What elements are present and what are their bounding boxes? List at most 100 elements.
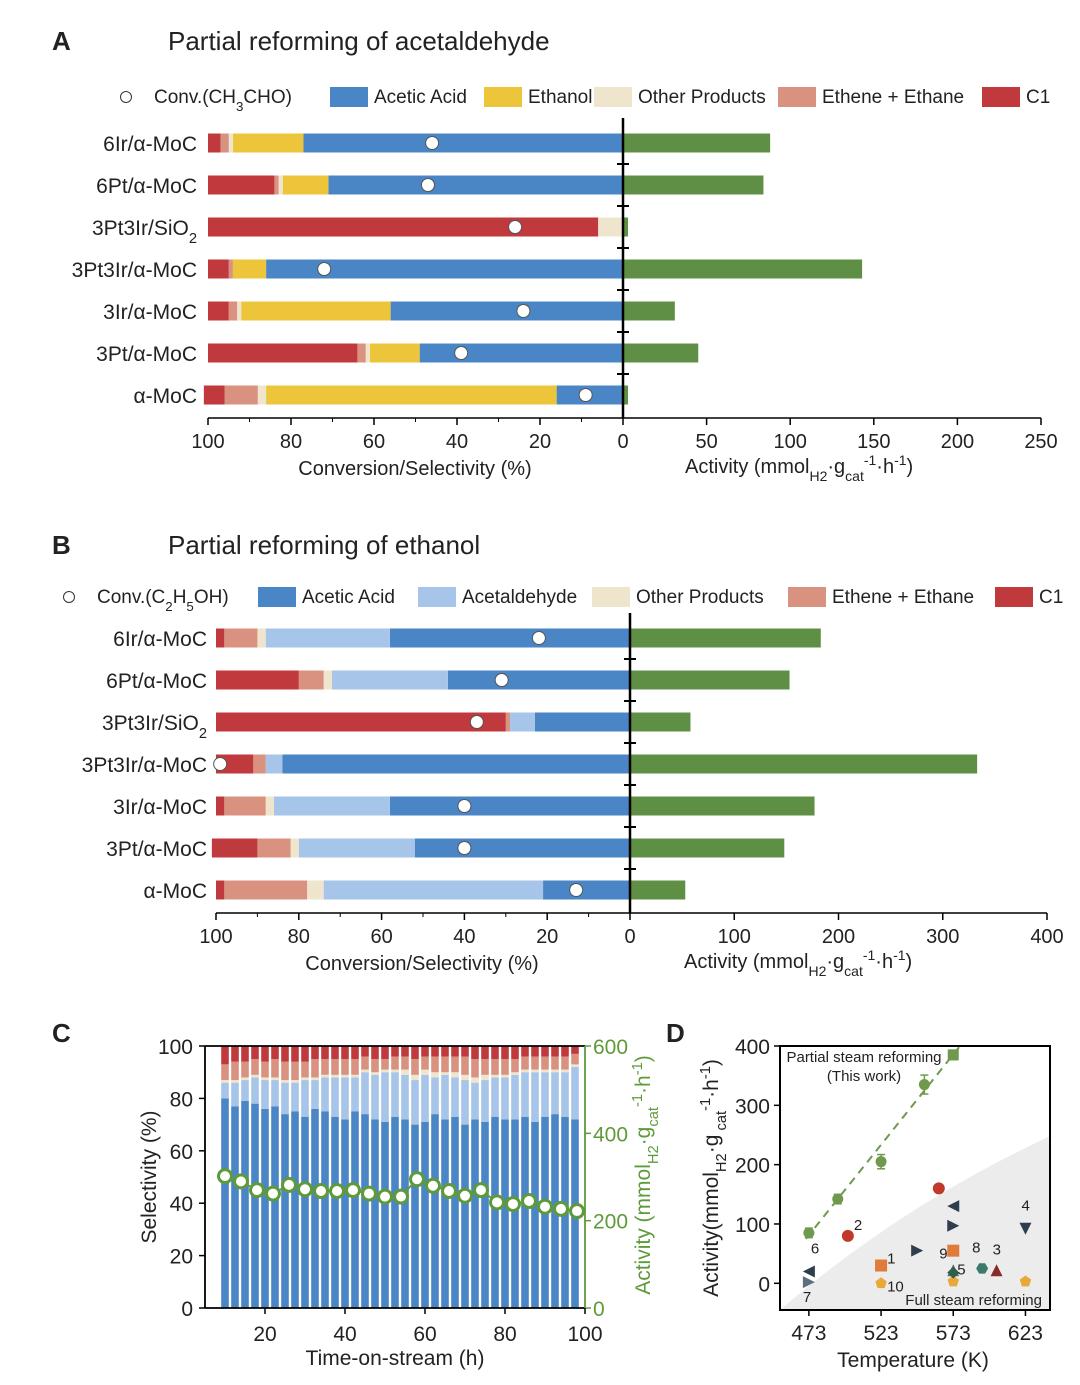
c-y-axis-label: Selectivity (%) (138, 1110, 161, 1243)
left-axis-label: Conversion/Selectivity (%) (305, 953, 538, 975)
stack-bar-acetic (261, 1108, 269, 1308)
x-tick-label: 80 (288, 926, 310, 948)
literature-point (947, 1244, 960, 1257)
legend-label-1: Acetic Acid (302, 587, 395, 608)
bar-segment-c1 (208, 175, 275, 195)
x-tick-label: 40 (453, 926, 475, 948)
bar-segment-ethene-ethane (253, 754, 266, 774)
d-y-axis-label-part: H2 (714, 1153, 730, 1172)
stack-bar-ethene (431, 1056, 439, 1073)
panel-label-B: B (52, 530, 71, 560)
activity-bar (623, 301, 675, 321)
stack-bar-other (511, 1072, 519, 1075)
activity-point (265, 1185, 281, 1202)
stack-bar-acetaldehyde (371, 1074, 379, 1120)
c-y2-axis-label-part: ·h (632, 1075, 655, 1094)
stack-bar-acetic (401, 1119, 409, 1308)
activity-bar (630, 838, 785, 858)
bar-segment-ethene-ethane (274, 175, 279, 195)
c-y2-axis-label-part: Activity (mmol (632, 1164, 655, 1295)
stack-bar-c1 (531, 1046, 539, 1057)
activity-point (473, 1182, 489, 1199)
x-tick-label: 100 (774, 431, 807, 453)
category-label: α-MoC (134, 385, 197, 408)
stack-bar-ethene (441, 1056, 449, 1073)
activity-point (249, 1182, 265, 1199)
stack-bar-ethene (391, 1056, 399, 1070)
legend-label-2: Acetaldehyde (462, 587, 577, 608)
stack-bar-acetaldehyde (221, 1082, 229, 1099)
stack-bar-acetic (341, 1119, 349, 1308)
stack-bar-ethene (311, 1059, 319, 1078)
literature-point (802, 1265, 815, 1278)
stack-bar-c1 (431, 1046, 439, 1057)
legend-conv-label-part: CHO) (243, 87, 292, 108)
category-label-part: 3Pt3Ir/α-MoC (72, 259, 197, 282)
panel-label-A: A (52, 26, 71, 56)
legend-conv-label-part: 3 (236, 99, 243, 114)
legend-swatch-2 (484, 87, 522, 107)
category-label-part: 6Ir/α-MoC (113, 628, 207, 651)
bar-segment-other-products (265, 796, 274, 816)
stack-bar-ethene (221, 1064, 229, 1081)
category-label-part: 3Ir/α-MoC (103, 301, 197, 324)
stack-bar-acetic (461, 1124, 469, 1308)
stack-bar-other (261, 1077, 269, 1081)
legend-conv-label-part: OH) (194, 587, 229, 608)
stack-bar-c1 (291, 1046, 299, 1062)
bar-segment-acetic-acid (282, 754, 630, 774)
activity-point (281, 1176, 297, 1193)
stack-bar-ethene (291, 1061, 299, 1081)
x-tick-label: 0 (617, 431, 628, 453)
bar-segment-ethene-ethane (228, 259, 233, 279)
right-axis-label-part: ·h (876, 456, 894, 478)
stack-bar-acetic (281, 1114, 289, 1308)
stack-bar-c1 (501, 1046, 509, 1060)
stack-bar-acetaldehyde (481, 1080, 489, 1122)
category-label: 3Pt3Ir/SiO2 (102, 712, 207, 742)
bar-segment-ethene-ethane (224, 628, 258, 648)
stack-bar-other (301, 1077, 309, 1081)
stack-bar-other (231, 1080, 239, 1083)
literature-point-label: 2 (854, 1217, 862, 1234)
bar-segment-other-products (257, 628, 266, 648)
activity-bar (630, 754, 978, 774)
stack-bar-acetaldehyde (301, 1080, 309, 1117)
c-y2-axis-label-part: ·g (632, 1127, 655, 1146)
stack-bar-c1 (381, 1046, 389, 1060)
category-label: 3Pt3Ir/SiO2 (92, 217, 197, 247)
stack-bar-acetaldehyde (311, 1080, 319, 1109)
category-label-part: 6Pt/α-MoC (96, 175, 197, 198)
literature-point-label: 9 (939, 1245, 947, 1262)
activity-bar (623, 343, 699, 363)
stack-bar-other (321, 1074, 329, 1078)
stack-bar-ethene (261, 1061, 269, 1078)
x-tick-label: 150 (857, 431, 890, 453)
literature-point (802, 1276, 815, 1289)
stack-bar-other (311, 1077, 319, 1081)
bar-segment-acetic-acid (543, 880, 630, 900)
legend-conv-label-part: Conv.(CH (154, 87, 236, 108)
bar-segment-other-products (278, 175, 283, 195)
stack-bar-other (551, 1069, 559, 1073)
stack-bar-other (411, 1074, 419, 1081)
stack-bar-ethene (281, 1061, 289, 1081)
c-y2-axis-label-part: -1 (630, 1094, 646, 1107)
stack-bar-c1 (481, 1046, 489, 1060)
c-y2-axis-label-part: -1 (630, 1062, 646, 1075)
stack-bar-other (441, 1072, 449, 1075)
category-label-part: α-MoC (134, 385, 197, 408)
stack-bar-acetaldehyde (491, 1077, 499, 1117)
stack-bar-c1 (321, 1046, 329, 1060)
stack-bar-acetic (501, 1119, 509, 1308)
stack-bar-acetaldehyde (561, 1072, 569, 1117)
stack-bar-other (241, 1077, 249, 1081)
literature-point-label: 10 (887, 1278, 904, 1295)
stack-bar-c1 (241, 1046, 249, 1062)
stack-bar-ethene (541, 1056, 549, 1070)
stack-bar-other (471, 1077, 479, 1083)
stack-bar-acetic (431, 1114, 439, 1308)
conversion-marker (516, 304, 531, 318)
stack-bar-other (271, 1077, 279, 1081)
legend-swatch-3 (594, 87, 632, 107)
